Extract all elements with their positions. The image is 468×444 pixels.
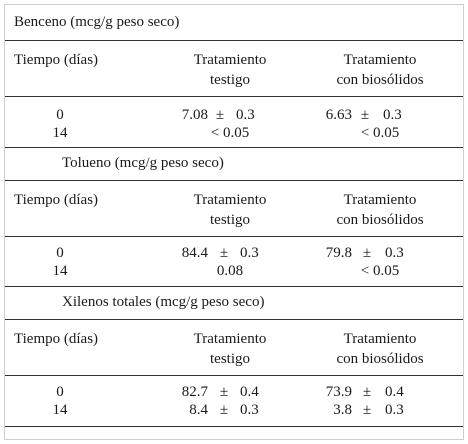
header-bio-1: Tratamiento bbox=[343, 331, 417, 347]
header-control-2: testigo bbox=[210, 351, 250, 367]
bio-value: 6.63 bbox=[325, 107, 352, 123]
table-frame bbox=[4, 4, 464, 440]
bio-error: 0.3 bbox=[385, 245, 404, 261]
plus-minus: ± bbox=[219, 402, 229, 418]
section-title: Tolueno (mcg/g peso seco) bbox=[62, 155, 224, 171]
rule-bottom bbox=[5, 147, 463, 148]
control-value: 82.7 bbox=[181, 384, 208, 400]
bio-value: 3.8 bbox=[333, 402, 352, 418]
control-text: 0.08 bbox=[216, 263, 244, 279]
plus-minus: ± bbox=[215, 107, 225, 123]
header-control-2: testigo bbox=[210, 212, 250, 228]
header-time: Tiempo (días) bbox=[14, 331, 99, 347]
header-control-1: Tratamiento bbox=[193, 192, 267, 208]
section-title: Xilenos totales (mcg/g peso seco) bbox=[62, 294, 265, 310]
bio-error: 0.3 bbox=[385, 402, 404, 418]
control-error: 0.3 bbox=[240, 402, 259, 418]
header-bio-1: Tratamiento bbox=[343, 192, 417, 208]
rule-top bbox=[5, 40, 463, 41]
plus-minus: ± bbox=[219, 384, 229, 400]
header-bio-2: con biosólidos bbox=[336, 351, 424, 367]
plus-minus: ± bbox=[362, 245, 372, 261]
bio-value: 79.8 bbox=[325, 245, 352, 261]
header-control-1: Tratamiento bbox=[193, 52, 267, 68]
plus-minus: ± bbox=[219, 245, 229, 261]
header-bio-2: con biosólidos bbox=[336, 72, 424, 88]
day-cell: 0 bbox=[56, 384, 64, 400]
control-value: 7.08 bbox=[181, 107, 208, 123]
bio-error: 0.3 bbox=[383, 107, 402, 123]
bio-text: < 0.05 bbox=[360, 263, 400, 279]
control-error: 0.3 bbox=[240, 245, 259, 261]
rule-bottom bbox=[5, 426, 463, 427]
section-title: Benceno (mcg/g peso seco) bbox=[14, 14, 180, 30]
bio-value: 73.9 bbox=[325, 384, 352, 400]
header-bio-1: Tratamiento bbox=[343, 52, 417, 68]
plus-minus: ± bbox=[362, 384, 372, 400]
control-value: 84.4 bbox=[181, 245, 208, 261]
day-cell: 14 bbox=[52, 263, 68, 279]
header-time: Tiempo (días) bbox=[14, 52, 99, 68]
header-time: Tiempo (días) bbox=[14, 192, 99, 208]
day-cell: 14 bbox=[52, 402, 68, 418]
plus-minus: ± bbox=[360, 107, 370, 123]
header-control-2: testigo bbox=[210, 72, 250, 88]
control-value: 8.4 bbox=[189, 402, 208, 418]
control-error: 0.3 bbox=[236, 107, 255, 123]
rule-bottom bbox=[5, 286, 463, 287]
rule-mid bbox=[5, 236, 463, 237]
header-control-1: Tratamiento bbox=[193, 331, 267, 347]
day-cell: 0 bbox=[56, 107, 64, 123]
bio-error: 0.4 bbox=[385, 384, 404, 400]
rule-top bbox=[5, 319, 463, 320]
header-bio-2: con biosólidos bbox=[336, 212, 424, 228]
rule-top bbox=[5, 180, 463, 181]
bio-text: < 0.05 bbox=[360, 125, 400, 141]
control-text: < 0.05 bbox=[210, 125, 250, 141]
rule-mid bbox=[5, 96, 463, 97]
day-cell: 0 bbox=[56, 245, 64, 261]
rule-mid bbox=[5, 375, 463, 376]
plus-minus: ± bbox=[362, 402, 372, 418]
control-error: 0.4 bbox=[240, 384, 259, 400]
day-cell: 14 bbox=[52, 125, 68, 141]
